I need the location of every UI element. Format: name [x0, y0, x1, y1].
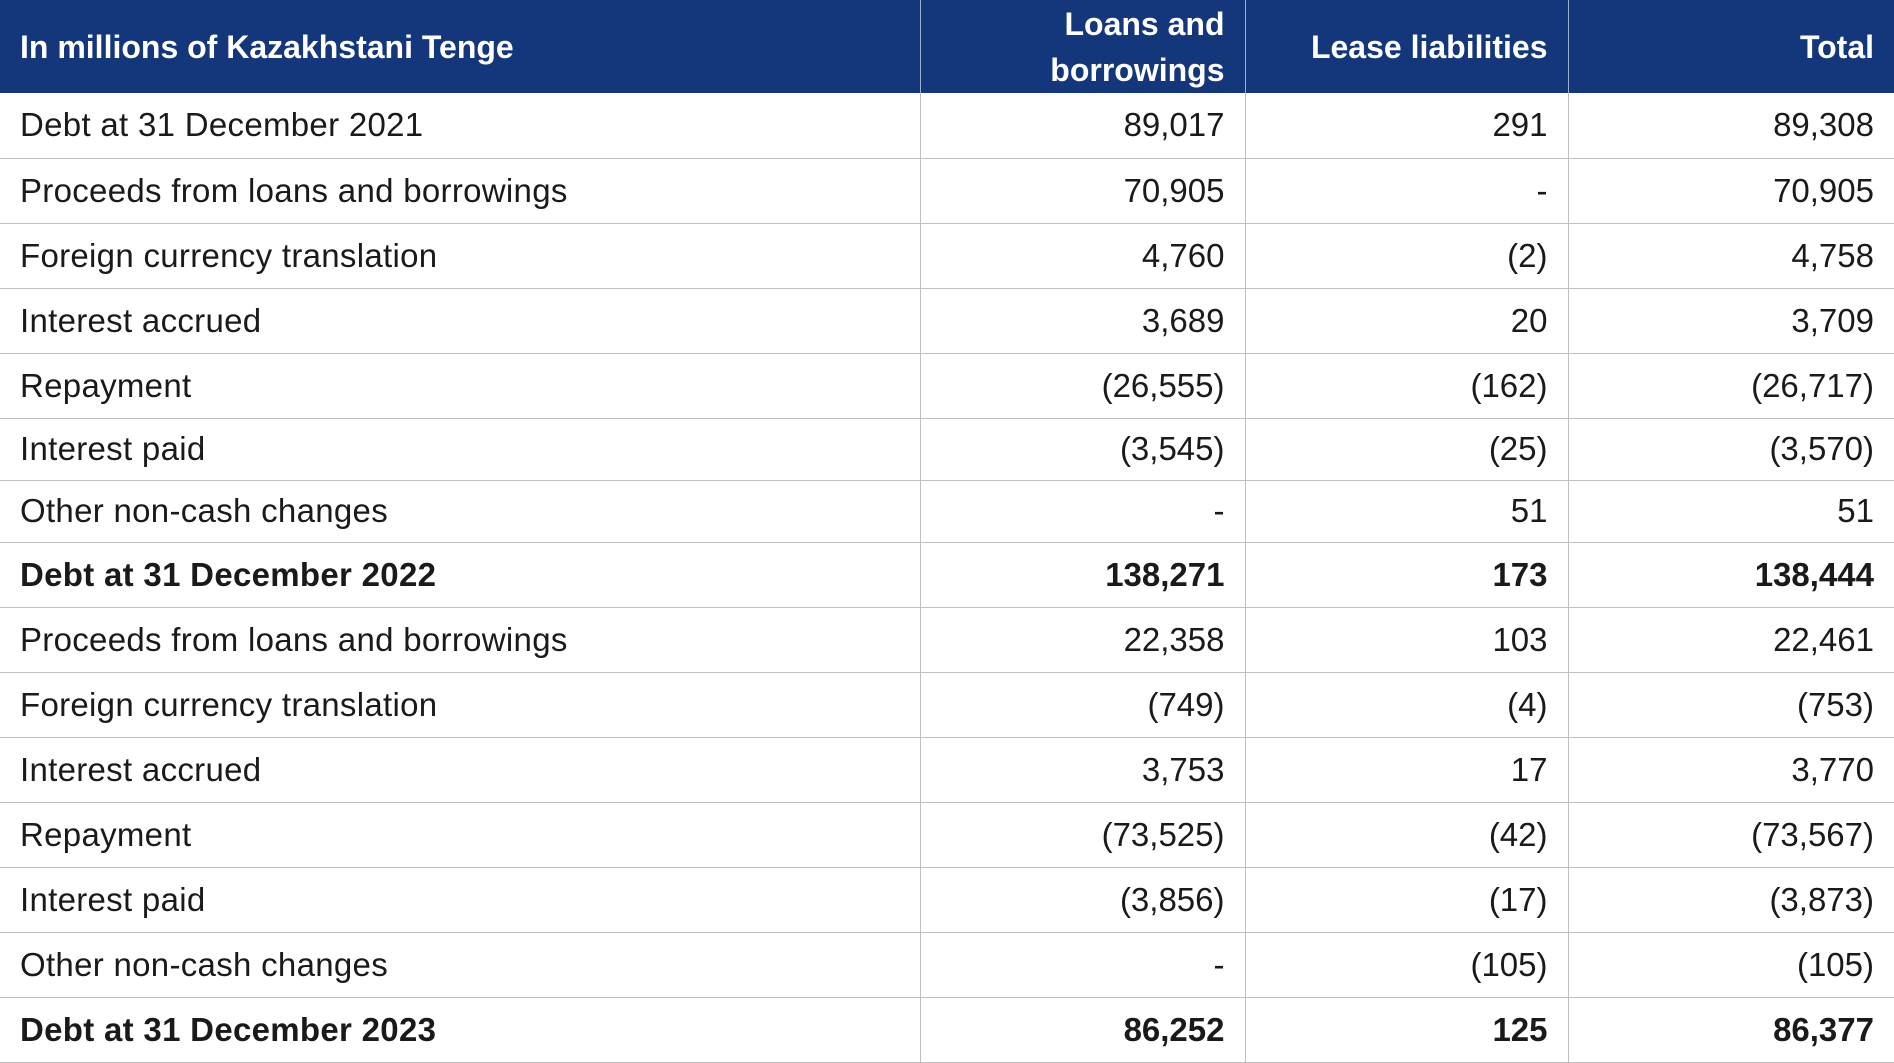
header-loans-and-borrowings: Loans and borrowings — [920, 0, 1246, 93]
cell-loans-and-borrowings: (73,525) — [920, 802, 1246, 868]
table-row: Foreign currency translation 4,760 (2) 4,75… — [0, 223, 1894, 289]
row-label: Repayment — [0, 353, 921, 419]
cell-total: (753) — [1568, 672, 1894, 738]
table-row: Other non-cash changes - (105) (105) — [0, 932, 1894, 998]
cell-lease-liabilities: - — [1245, 158, 1569, 224]
cell-lease-liabilities: 125 — [1245, 997, 1569, 1063]
row-label: Debt at 31 December 2022 — [0, 542, 921, 608]
table-row: Debt at 31 December 2021 89,017 291 89,308 — [0, 93, 1894, 159]
table-row: Proceeds from loans and borrowings 22,358… — [0, 607, 1894, 673]
cell-total: 138,444 — [1568, 542, 1894, 608]
row-label: Proceeds from loans and borrowings — [0, 607, 921, 673]
cell-loans-and-borrowings: 3,753 — [920, 737, 1246, 803]
table-row: Other non-cash changes -51 51 — [0, 480, 1894, 543]
header-currency-unit: In millions of Kazakhstani Tenge — [0, 0, 921, 93]
header-row: In millions of Kazakhstani Tenge Loans a… — [0, 0, 1894, 93]
row-label: Other non-cash changes — [0, 480, 921, 543]
cell-loans-and-borrowings: (749) — [920, 672, 1246, 738]
table-total-row: Debt at 31 December 2023 86,252 125 86,377 — [0, 997, 1894, 1063]
table-body: Debt at 31 December 2021 89,017 291 89,308 P… — [0, 93, 1894, 1063]
cell-total: 70,905 — [1568, 158, 1894, 224]
table-header: In millions of Kazakhstani Tenge Loans a… — [0, 0, 1894, 93]
row-label: Interest paid — [0, 867, 921, 933]
cell-total: (105) — [1568, 932, 1894, 998]
cell-lease-liabilities: 173 — [1245, 542, 1569, 608]
table-total-row: Debt at 31 December 2022 138,271 173 138,44… — [0, 542, 1894, 608]
table-row: Interest accrued 3,689 20 3,709 — [0, 288, 1894, 354]
header-total: Total — [1799, 28, 1874, 65]
row-label: Foreign currency translation — [0, 223, 921, 289]
row-label: Debt at 31 December 2023 — [0, 997, 921, 1063]
row-label: Repayment — [0, 802, 921, 868]
cell-total: 86,377 — [1568, 997, 1894, 1063]
cell-lease-liabilities: 103 — [1245, 607, 1569, 673]
cell-loans-and-borrowings: 3,689 — [920, 288, 1246, 354]
table-row: Interest accrued 3,753 17 3,770 — [0, 737, 1894, 803]
cell-total: (3,570) — [1568, 418, 1894, 481]
row-label: Interest paid — [0, 418, 921, 481]
cell-loans-and-borrowings: (3,545) — [920, 418, 1246, 481]
row-label: Interest accrued — [0, 737, 921, 803]
row-label: Other non-cash changes — [0, 932, 921, 998]
cell-loans-and-borrowings: 4,760 — [920, 223, 1246, 289]
table-row: Repayment (26,555) (162) (26,717) — [0, 353, 1894, 419]
header-lease-liabilities: Lease liabilities — [1245, 0, 1569, 93]
cell-total: 4,758 — [1568, 223, 1894, 289]
cell-total: 51 — [1568, 480, 1894, 543]
cell-total: 3,770 — [1568, 737, 1894, 803]
cell-lease-liabilities: (162) — [1245, 353, 1569, 419]
cell-lease-liabilities: 51 — [1245, 480, 1569, 543]
cell-lease-liabilities: (2) — [1245, 223, 1569, 289]
table-row: Interest paid (3,856) (17) (3,873) — [0, 867, 1894, 933]
cell-lease-liabilities: 291 — [1245, 93, 1569, 159]
table-row: Repayment (73,525) (42) (73,567) — [0, 802, 1894, 868]
cell-lease-liabilities: (4) — [1245, 672, 1569, 738]
row-label: Foreign currency translation — [0, 672, 921, 738]
cell-loans-and-borrowings: - — [920, 480, 1246, 543]
row-label: Proceeds from loans and borrowings — [0, 158, 921, 224]
cell-lease-liabilities: 17 — [1245, 737, 1569, 803]
cell-loans-and-borrowings: 89,017 — [920, 93, 1246, 159]
row-label: Debt at 31 December 2021 — [0, 93, 921, 159]
table-row: Proceeds from loans and borrowings 70,905… — [0, 158, 1894, 224]
cell-loans-and-borrowings: 70,905 — [920, 158, 1246, 224]
table-row: Foreign currency translation (749) (4) (753… — [0, 672, 1894, 738]
cell-loans-and-borrowings: 138,271 — [920, 542, 1246, 608]
cell-total: 22,461 — [1568, 607, 1894, 673]
cell-total: 3,709 — [1568, 288, 1894, 354]
cell-total: (3,873) — [1568, 867, 1894, 933]
cell-lease-liabilities: (25) — [1245, 418, 1569, 481]
cell-total: (26,717) — [1568, 353, 1894, 419]
cell-total: 89,308 — [1568, 93, 1894, 159]
row-label: Interest accrued — [0, 288, 921, 354]
cell-loans-and-borrowings: (3,856) — [920, 867, 1246, 933]
cell-lease-liabilities: 20 — [1245, 288, 1569, 354]
cell-total: (73,567) — [1568, 802, 1894, 868]
cell-loans-and-borrowings: (26,555) — [920, 353, 1246, 419]
cell-loans-and-borrowings: 86,252 — [920, 997, 1246, 1063]
cell-loans-and-borrowings: - — [920, 932, 1246, 998]
cell-lease-liabilities: (17) — [1245, 867, 1569, 933]
table-row: Interest paid (3,545) (25) (3,570) — [0, 418, 1894, 481]
cell-lease-liabilities: (42) — [1245, 802, 1569, 868]
cell-loans-and-borrowings: 22,358 — [920, 607, 1246, 673]
cell-lease-liabilities: (105) — [1245, 932, 1569, 998]
